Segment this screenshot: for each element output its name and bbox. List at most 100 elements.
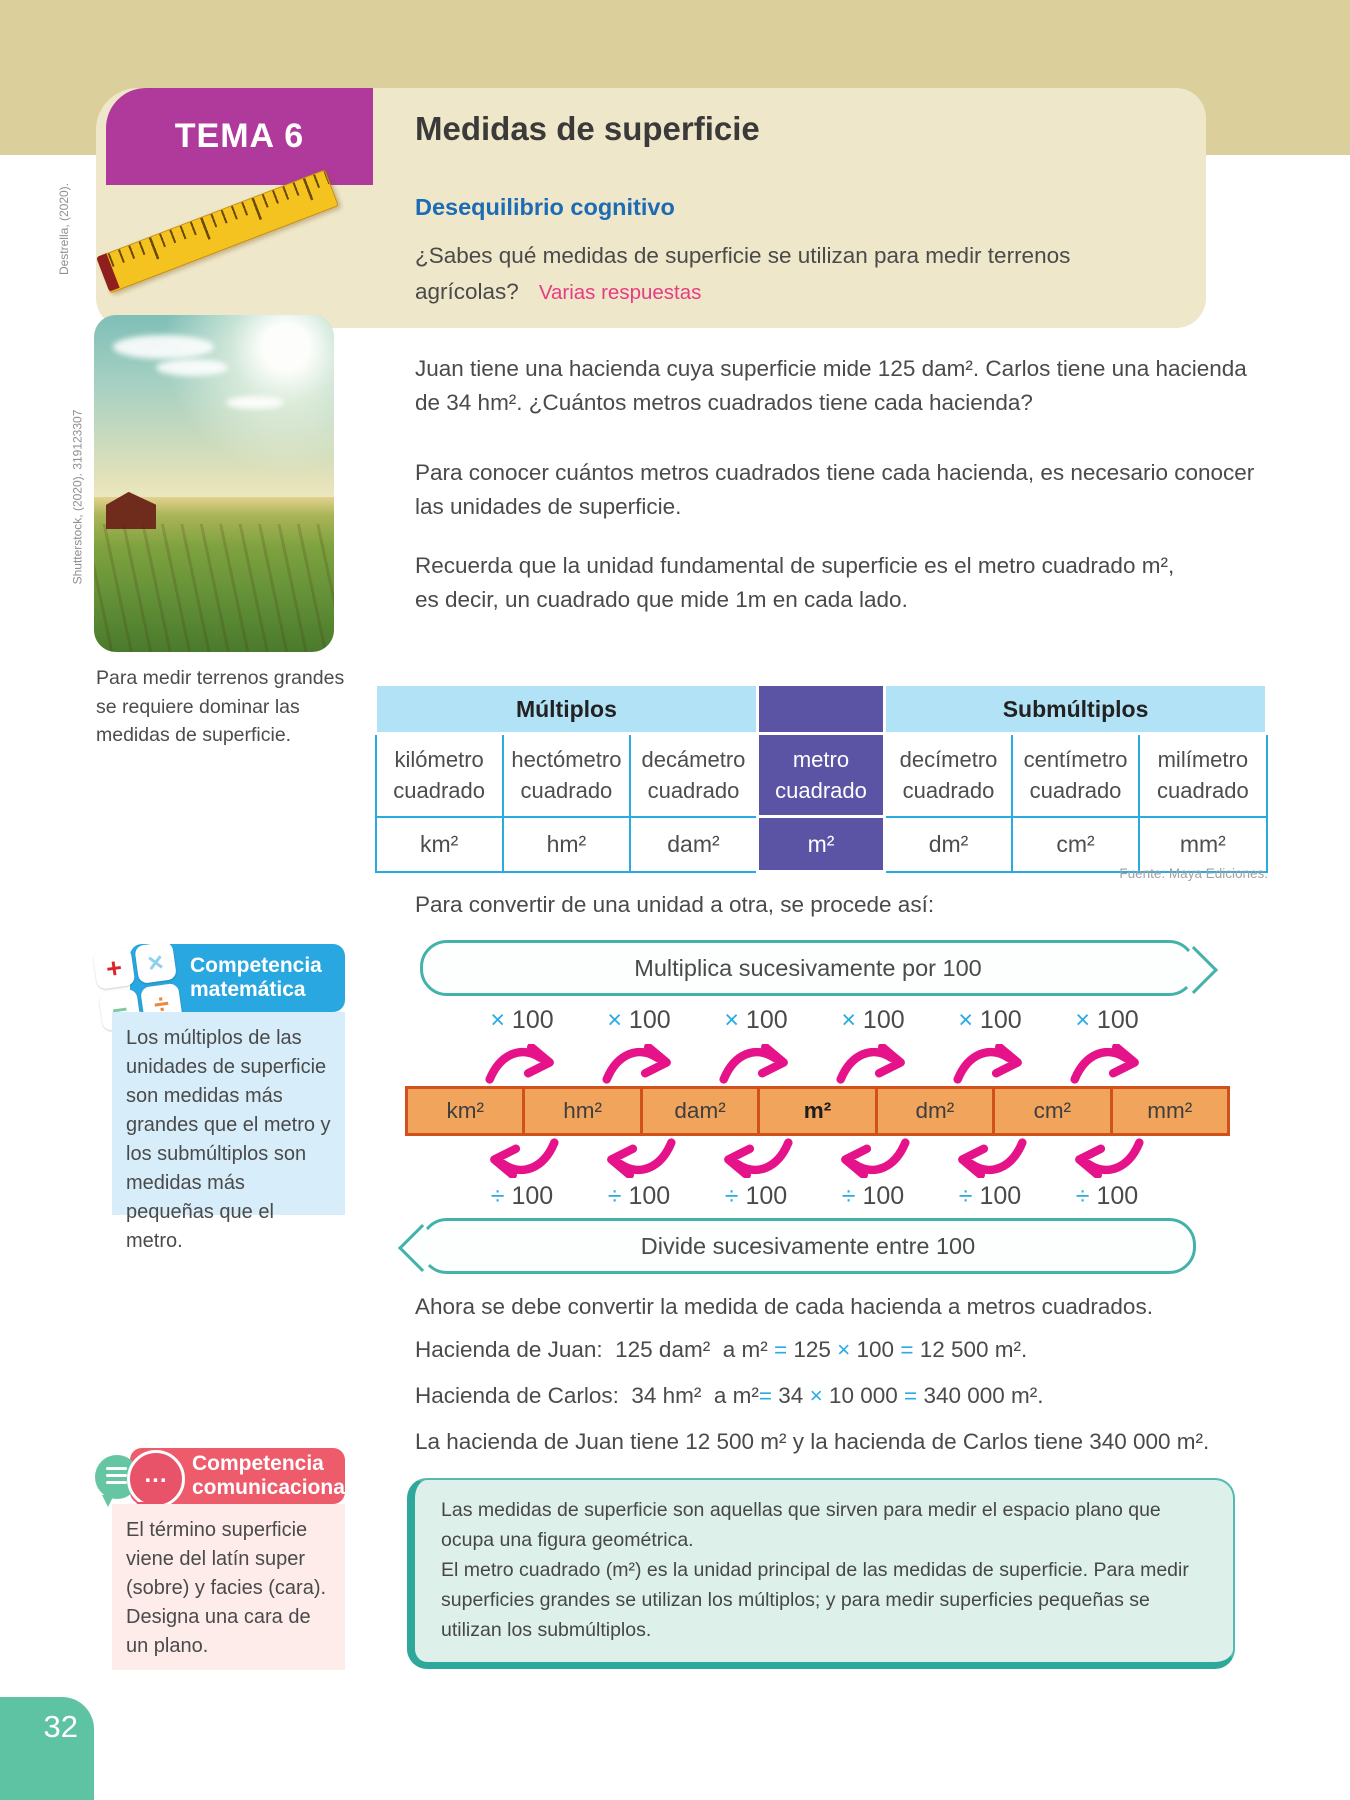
solution-text: 10 000: [822, 1383, 905, 1408]
unit-name: centímetro: [1023, 747, 1128, 773]
factor: 100: [745, 1006, 788, 1034]
divide-sign: ÷: [607, 1182, 622, 1210]
multiply-arrow-icon: [591, 1044, 687, 1084]
solution-carlos: Hacienda de Carlos: 34 hm² a m²= 34 × 10…: [415, 1383, 1044, 1409]
times-100-label: × 100: [696, 1006, 816, 1035]
photo-crop-rows: [94, 523, 334, 652]
unit-symbol-cell: km²: [374, 815, 504, 873]
divide-arrow-icon: [708, 1138, 804, 1178]
unit-cell: km²: [408, 1089, 526, 1133]
unit-name-cell: milímetro cuadrado: [1138, 732, 1268, 818]
photo-caption: Para medir terrenos grandes se requiere …: [96, 667, 345, 746]
divide-sign: ÷: [958, 1182, 973, 1210]
multiply-arrow-icon: [942, 1044, 1038, 1084]
multiply-banner-label: Multiplica sucesivamente por 100: [634, 954, 982, 981]
unit-symbol-cell-metro: m²: [755, 815, 887, 873]
multiply-arrow-icon: [708, 1044, 804, 1084]
unit-name: metro: [792, 747, 850, 772]
metro-header-cell: [755, 683, 887, 735]
right-arrow-icon: [1169, 945, 1219, 995]
summary-line1: Las medidas de superficie son aquellas q…: [441, 1499, 1161, 1551]
section-heading: Desequilibrio cognitivo: [415, 194, 675, 220]
summary-line2: El metro cuadrado (m²) es la unidad prin…: [441, 1559, 1189, 1641]
factor: 100: [862, 1006, 905, 1034]
equals-sign: =: [904, 1383, 918, 1408]
unit-cell: cm²: [995, 1089, 1113, 1133]
divide-arrow-icon: [1059, 1138, 1155, 1178]
bubble-line: [106, 1474, 127, 1477]
paragraph: Juan tiene una hacienda cuya superficie …: [415, 356, 1247, 415]
factor: 100: [745, 1182, 788, 1210]
unit-name-cell-metro: metro cuadrado: [755, 732, 887, 818]
speech-bubble-dots-icon: ...: [127, 1450, 185, 1515]
competencia-title: Competencia: [192, 1452, 324, 1475]
photo-cloud: [156, 358, 229, 376]
equals-sign: =: [900, 1337, 914, 1362]
multiples-header: Múltiplos: [374, 683, 759, 735]
times-sign: ×: [809, 1383, 823, 1408]
factor: 100: [1096, 1006, 1139, 1034]
factor: 100: [979, 1182, 1022, 1210]
factor: 100: [628, 1006, 671, 1034]
divide-banner: Divide sucesivamente entre 100: [397, 1218, 1196, 1274]
times-100-label: × 100: [462, 1006, 582, 1035]
unit-name-cell: hectómetro cuadrado: [501, 732, 632, 818]
divide-100-label: ÷ 100: [579, 1182, 699, 1211]
times-sign: ×: [724, 1006, 739, 1034]
ruler-credit: Destrella, (2020).: [57, 182, 71, 276]
divide-sign: ÷: [841, 1182, 856, 1210]
unit-cell: mm²: [1147, 1098, 1193, 1123]
solution-text: 100: [850, 1337, 901, 1362]
factor: 100: [1096, 1182, 1139, 1210]
photo-cloud: [113, 335, 214, 359]
question-text: ¿Sabes qué medidas de superficie se util…: [415, 243, 1071, 304]
times-sign: ×: [958, 1006, 973, 1034]
paragraph: Ahora se debe convertir la medida de cad…: [415, 1294, 1153, 1319]
factor: 100: [511, 1006, 554, 1034]
multiply-arrow-icon: [1059, 1044, 1155, 1084]
units-table: Múltiplos Submúltiplos kilómetro cuadrado…: [374, 683, 1268, 873]
divide-100-label: ÷ 100: [696, 1182, 816, 1211]
unit-name: hectómetro: [511, 747, 622, 773]
solution-text: 34: [772, 1383, 810, 1408]
unit-name-line2: cuadrado: [393, 778, 486, 804]
unit-names-row: kilómetro cuadrado hectómetro cuadrado dec…: [374, 732, 1268, 818]
unit-name-line2: cuadrado: [902, 778, 995, 804]
divide-sign: ÷: [1075, 1182, 1090, 1210]
unit-cell: dm²: [878, 1089, 996, 1133]
paragraph: Para convertir de una unidad a otra, se …: [415, 892, 935, 917]
intro-question: ¿Sabes qué medidas de superficie se util…: [415, 238, 1125, 311]
page-number-tab: 32: [0, 1697, 94, 1800]
answer-hint: Varias respuestas: [538, 281, 702, 304]
competencia-comunicacional-body: El término superficie viene del latín su…: [112, 1504, 345, 1670]
unit-name-cell: decámetro cuadrado: [629, 732, 759, 818]
solution-juan: Hacienda de Juan: 125 dam² a m² = 125 × …: [415, 1337, 1027, 1363]
times-sign: ×: [607, 1006, 622, 1034]
tema-label: TEMA 6: [174, 117, 305, 155]
unit-symbols-row: km² hm² dam² m² dm² cm² mm²: [374, 815, 1268, 873]
page-number: 32: [43, 1709, 78, 1744]
table-source: Fuente: Maya Ediciones.: [1119, 866, 1268, 881]
factor: 100: [628, 1182, 671, 1210]
divide-banner-label: Divide sucesivamente entre 100: [640, 1232, 976, 1259]
competencia-matematica-body: Los múltiplos de las unidades de superfi…: [112, 1012, 345, 1252]
tema-badge: TEMA 6: [106, 88, 373, 185]
competencia-title: Competencia: [190, 954, 322, 977]
multiply-icon: ×: [134, 941, 178, 985]
divide-arrow-icon: [825, 1138, 921, 1178]
equals-sign: =: [758, 1383, 773, 1408]
divide-arrow-icon: [942, 1138, 1038, 1178]
unit-name-cell: decímetro cuadrado: [883, 732, 1013, 818]
solution-conclusion: La hacienda de Juan tiene 12 500 m² y la…: [415, 1429, 1210, 1454]
factor: 100: [862, 1182, 905, 1210]
competencia-title: comunicacional: [192, 1476, 351, 1499]
unit-symbol-cell: mm²: [1138, 815, 1268, 873]
unit-name: decímetro: [899, 747, 998, 773]
unit-cell: hm²: [525, 1089, 643, 1133]
bubble-dots: ...: [144, 1461, 168, 1488]
unit-symbol-cell: dam²: [629, 815, 759, 873]
solution-text: Hacienda de Carlos: 34 hm² a m²: [415, 1383, 759, 1408]
factor: 100: [979, 1006, 1022, 1034]
times-sign: ×: [837, 1337, 851, 1362]
